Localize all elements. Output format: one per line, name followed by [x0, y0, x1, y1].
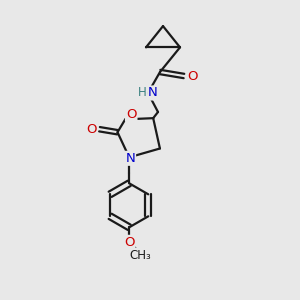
Text: N: N	[148, 86, 158, 100]
Text: N: N	[125, 152, 135, 165]
Text: O: O	[187, 70, 197, 83]
Text: O: O	[126, 108, 136, 121]
Text: O: O	[86, 123, 97, 136]
Text: CH₃: CH₃	[129, 249, 151, 262]
Text: H: H	[138, 85, 146, 98]
Text: O: O	[124, 236, 134, 249]
